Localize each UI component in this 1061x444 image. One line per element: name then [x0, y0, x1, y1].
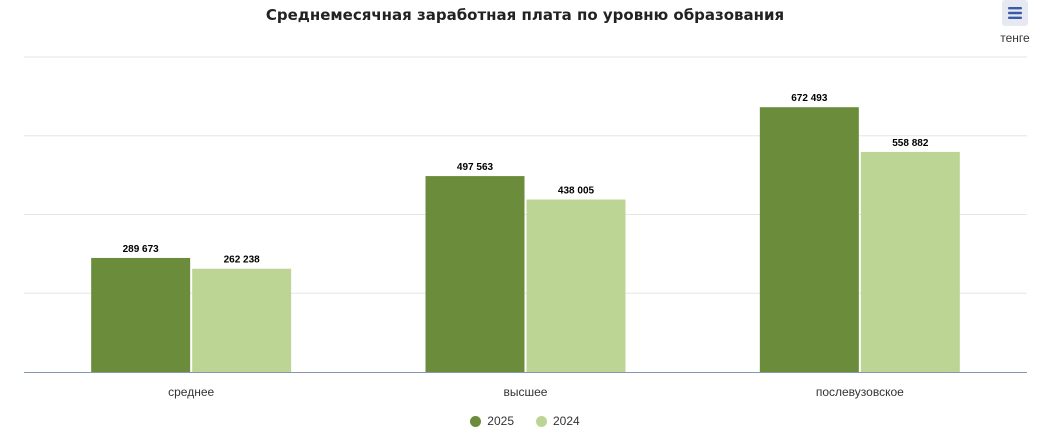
legend-marker: [470, 415, 482, 427]
x-tick-label: послевузовское: [816, 385, 904, 399]
legend-item-2025[interactable]: 2025: [470, 414, 514, 428]
legend-label: 2025: [487, 414, 514, 428]
x-tick-label: высшее: [504, 385, 548, 399]
chart-title: Среднемесячная заработная плата по уровн…: [265, 6, 785, 24]
chart-menu-button[interactable]: [1002, 0, 1028, 26]
bar-2025-1[interactable]: [425, 176, 525, 372]
legend-label: 2024: [553, 414, 580, 428]
x-tick-label: среднее: [168, 385, 214, 399]
bar-2024-2[interactable]: [860, 151, 960, 372]
bar-2025-2[interactable]: [759, 107, 859, 373]
x-axis: среднее высшее послевузовское: [24, 372, 1027, 399]
legend-item-2024[interactable]: 2024: [536, 414, 580, 428]
bar-2025-0[interactable]: [91, 257, 191, 372]
data-labels: 289 673 262 238 497 563 438 005 672 493 558 8…: [123, 93, 929, 266]
unit-label: тенге: [1000, 31, 1030, 45]
data-label-2024-0: 262 238: [224, 255, 261, 266]
data-label-2024-2: 558 882: [892, 138, 929, 149]
data-label-2025-1: 497 563: [457, 162, 494, 173]
legend-marker: [536, 415, 547, 427]
data-label-2024-1: 438 005: [558, 186, 595, 197]
bars: [91, 107, 960, 373]
data-label-2025-2: 672 493: [791, 93, 828, 104]
data-label-2025-0: 289 673: [123, 244, 160, 255]
bar-2024-1[interactable]: [526, 199, 626, 372]
gridlines: [24, 56, 1027, 294]
bar-2024-0[interactable]: [192, 268, 292, 372]
legend: 2025 2024: [0, 414, 1050, 428]
hamburger-menu-icon: [1008, 7, 1022, 19]
